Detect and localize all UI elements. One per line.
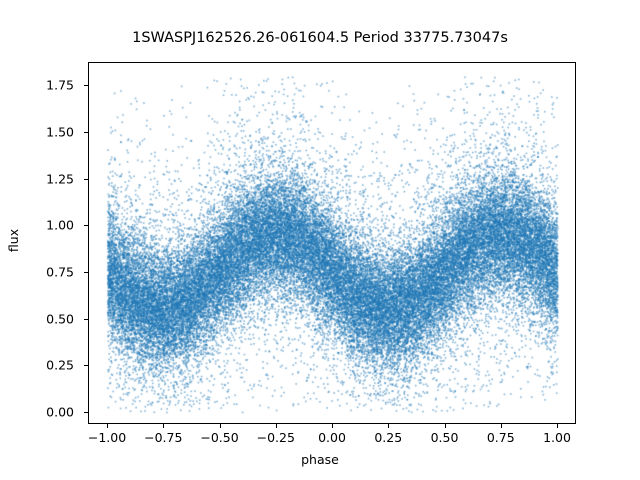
x-axis-tick: [557, 424, 558, 428]
y-axis-tick: [84, 178, 88, 180]
x-axis-tick: [388, 424, 390, 428]
y-axis-tick: [84, 85, 88, 87]
y-axis-tick-label: 1.25: [46, 171, 74, 187]
x-axis-label: phase: [301, 452, 339, 467]
y-axis-tick-label: 0.00: [46, 404, 74, 420]
x-axis-tick-label: 0.75: [486, 430, 515, 445]
y-axis-tick-label: 1.50: [46, 124, 74, 140]
x-axis-tick-label: 1.00: [543, 430, 571, 445]
x-axis-tick: [107, 424, 108, 428]
x-axis-tick: [332, 424, 333, 428]
y-axis-label-text: flux: [6, 228, 22, 252]
x-axis-tick-label: −0.75: [144, 430, 183, 445]
y-axis-tick: [84, 411, 88, 413]
plot-area: [88, 62, 576, 424]
x-axis-tick-label: −1.00: [87, 430, 127, 445]
x-axis-tick-label: −0.50: [200, 430, 239, 445]
x-axis-tick: [275, 424, 277, 428]
y-axis-tick-label: 1.75: [46, 77, 74, 93]
y-axis-tick-label: 0.50: [46, 311, 74, 327]
y-axis-tick: [84, 365, 88, 367]
scatter-plot-canvas: [89, 63, 575, 423]
y-axis-tick-label: 0.75: [46, 264, 74, 280]
page-title: 1SWASPJ162526.26-061604.5 Period 33775.7…: [132, 30, 508, 46]
y-axis-tick-label: 1.00: [46, 217, 74, 233]
x-axis-tick: [219, 424, 221, 428]
x-axis-tick-label: −0.25: [256, 430, 295, 445]
x-axis-tick-label: 0.00: [318, 430, 346, 445]
x-axis-tick-label: 0.50: [430, 430, 459, 445]
y-axis-tick: [84, 225, 88, 227]
y-axis-tick: [84, 271, 88, 273]
y-axis-tick: [84, 318, 88, 320]
x-axis-tick-label: 0.25: [374, 430, 403, 445]
y-axis-tick: [84, 132, 88, 133]
x-axis-tick: [444, 424, 446, 428]
x-axis-tick: [500, 424, 502, 428]
y-axis-tick-label: 0.25: [46, 357, 74, 373]
x-axis-tick: [163, 424, 165, 428]
